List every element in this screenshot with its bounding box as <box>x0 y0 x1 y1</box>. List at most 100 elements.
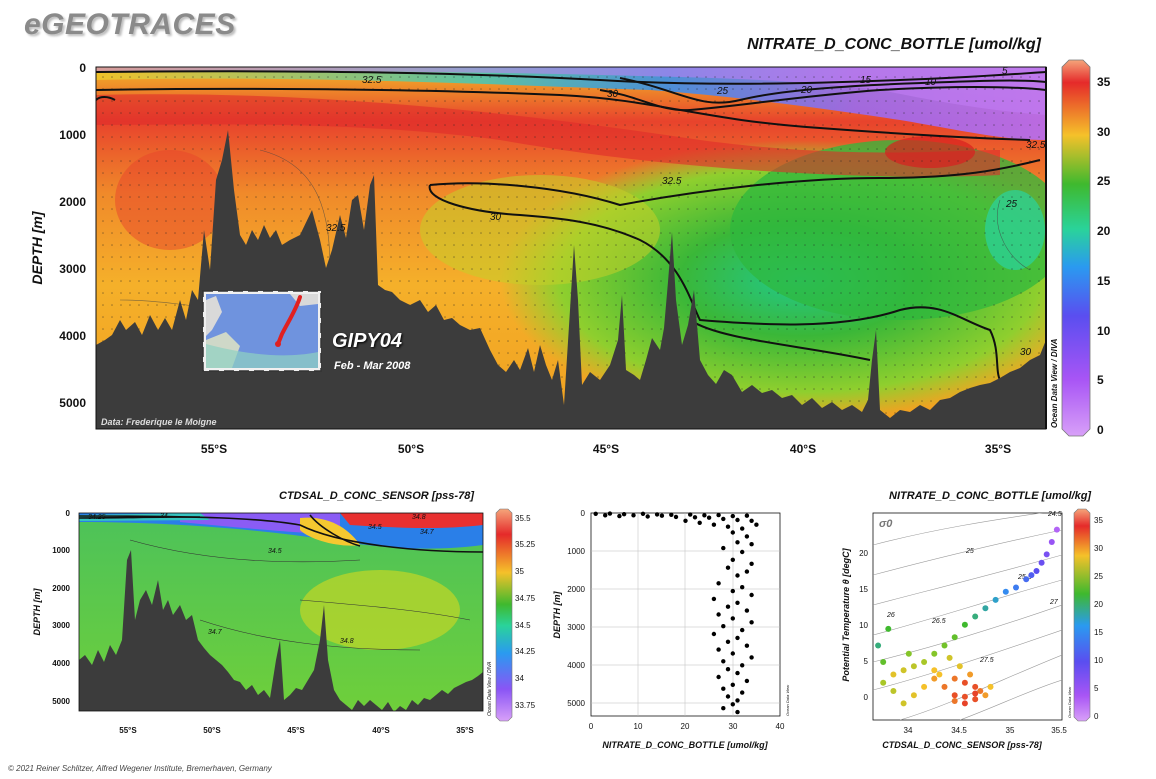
main-section-plot: 32.5 30 25 20 15 10 5 32.5 30 32.5 25 32… <box>29 59 1111 456</box>
sal-ytick: 2000 <box>52 584 70 593</box>
profile-point <box>730 616 735 621</box>
data-credit: Data: Frederique le Moigne <box>101 417 217 427</box>
ts-point <box>951 634 958 641</box>
ts-point <box>946 654 953 661</box>
profile-point <box>744 678 750 684</box>
ts-point <box>977 688 984 694</box>
main-cbar-tick: 20 <box>1097 224 1111 238</box>
main-contour-label: 30 <box>1020 347 1032 358</box>
ts-point <box>1023 576 1030 583</box>
main-cbar-tick: 30 <box>1097 125 1111 139</box>
isopycnal-label: 25 <box>965 548 974 555</box>
profile-point <box>744 513 750 518</box>
sal-cbar-tick: 35.25 <box>515 540 536 549</box>
main-contour-label: 32.5 <box>362 75 382 86</box>
sal-contour-label: 34.5 <box>368 524 382 531</box>
profile-point <box>749 620 754 625</box>
ts-ylabel: Potential Temperature θ [degC] <box>841 547 851 681</box>
ts-point <box>992 596 999 603</box>
main-odv-label: Ocean Data View / DIVA <box>1050 338 1059 428</box>
profile-point <box>631 513 636 518</box>
main-contour-label: 32.5 <box>662 176 682 187</box>
profile-point <box>721 706 726 711</box>
main-contour-label: 32.5 <box>326 223 346 234</box>
ts-point <box>910 663 917 670</box>
ts-point <box>921 683 928 690</box>
ts-point <box>951 675 958 682</box>
ts-point <box>885 625 892 632</box>
main-contour-label: 30 <box>490 212 502 223</box>
ts-point <box>900 700 907 707</box>
sal-cbar-tick: 34.25 <box>515 647 536 656</box>
profile-point <box>749 518 754 523</box>
ts-point <box>1048 539 1055 545</box>
main-cbar-tick: 0 <box>1097 423 1104 437</box>
ts-point <box>941 683 948 690</box>
profile-ytick: 2000 <box>567 585 585 594</box>
profile-point <box>749 592 754 598</box>
profile-point <box>740 526 745 531</box>
ts-point <box>905 650 912 657</box>
ts-point <box>931 667 938 674</box>
profile-point <box>716 581 721 586</box>
sal-cbar-tick: 35 <box>515 567 524 576</box>
profile-point <box>749 542 754 547</box>
profile-point <box>735 517 740 523</box>
ts-xtick: 34.5 <box>951 726 967 735</box>
profile-point <box>692 515 698 520</box>
profile-point <box>740 627 745 633</box>
profile-scatter-plot: 0 1000 2000 3000 4000 5000 0 10 20 30 40… <box>552 509 790 750</box>
main-ytick: 3000 <box>59 262 86 276</box>
isopycnal-label: 27.5 <box>979 657 994 664</box>
profile-xlabel: NITRATE_D_CONC_BOTTLE [umol/kg] <box>602 740 768 750</box>
sal-contour-label: 34.25 <box>88 514 106 521</box>
main-cbar-tick: 5 <box>1097 373 1104 387</box>
ts-ytick: 5 <box>864 657 869 666</box>
ts-point <box>875 642 882 649</box>
main-chart-title: NITRATE_D_CONC_BOTTLE [umol/kg] <box>747 36 1041 53</box>
ts-point <box>931 650 938 657</box>
isopycnal-label: 26 <box>886 612 895 619</box>
isopycnal-label: 26.5 <box>931 618 946 625</box>
profile-point <box>725 604 731 609</box>
sal-ytick: 1000 <box>52 546 70 555</box>
sal-cbar-tick: 33.75 <box>515 701 536 710</box>
profile-point <box>706 515 712 520</box>
ts-points-group <box>875 526 1060 707</box>
main-contour-label: 15 <box>860 75 872 86</box>
ts-point <box>880 659 887 665</box>
sal-xtick: 55°S <box>119 726 137 735</box>
ts-scatter-plot: σ0 24.5 25 25.5 26 26.5 27 27.5 0 5 10 1… <box>841 508 1103 750</box>
ts-point <box>967 671 974 678</box>
sal-colorbar <box>495 508 513 722</box>
profile-xtick: 20 <box>681 722 690 731</box>
ts-point <box>987 683 994 690</box>
sal-contour-label: 34.5 <box>268 548 282 555</box>
profile-point <box>621 512 627 517</box>
profile-point <box>688 512 693 517</box>
sal-ytick: 5000 <box>52 697 70 706</box>
profile-point <box>640 511 646 516</box>
ts-point <box>1002 588 1009 595</box>
isopycnal-label: 27 <box>1049 599 1059 606</box>
ts-xtick: 35.5 <box>1051 726 1067 735</box>
ts-point <box>951 698 958 704</box>
profile-point <box>735 540 740 545</box>
sal-contour-label: 34.8 <box>340 638 354 645</box>
profile-points-group <box>593 511 759 715</box>
sal-xtick: 40°S <box>372 726 390 735</box>
main-cbar-tick: 15 <box>1097 274 1111 288</box>
main-ytick: 1000 <box>59 128 86 142</box>
main-ytick: 0 <box>79 61 86 75</box>
ts-point <box>982 692 989 699</box>
ts-point <box>972 683 979 690</box>
profile-point <box>754 522 759 527</box>
profile-point <box>735 600 740 605</box>
main-ytick: 2000 <box>59 195 86 209</box>
sal-cbar-tick: 34.5 <box>515 621 531 630</box>
profile-point <box>603 513 608 518</box>
profile-point <box>711 596 717 602</box>
ts-colorbar <box>1073 508 1091 722</box>
sal-ytick: 0 <box>66 509 71 518</box>
profile-point <box>659 513 665 518</box>
